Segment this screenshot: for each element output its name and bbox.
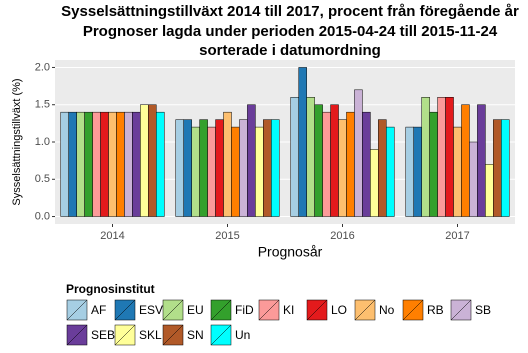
bar [132,111,141,217]
bar [306,97,315,217]
bar [322,111,331,217]
x-tick-label: 2016 [330,230,354,242]
y-tick-label: 0.0 [35,210,50,222]
legend-swatch-slash [402,299,424,321]
legend-label: AF [91,303,106,317]
bar [485,164,494,217]
x-axis-label: Prognosår [258,244,323,260]
legend-swatch-slash [210,324,232,346]
legend-swatch-slash [354,299,376,321]
y-tick-label: 1.0 [35,136,50,148]
bar [175,119,184,217]
bar [247,104,256,217]
bar [429,111,438,217]
legend-swatch-slash [162,324,184,346]
bar [453,126,462,217]
bar [108,111,117,217]
bar [314,104,323,217]
bar [330,104,339,217]
legend-swatch-slash [306,299,328,321]
bar [271,119,280,217]
bar [386,126,395,217]
legend-swatch-slash [210,299,232,321]
legend-label: LO [331,303,347,317]
bar [362,111,371,217]
bar [156,111,165,217]
legend-label: RB [427,303,444,317]
legend-label: No [379,303,395,317]
bar [378,119,387,217]
bar [76,111,85,217]
legend-label: ESV [139,303,163,317]
bar [183,119,192,217]
legend-label: Un [235,328,250,342]
x-tick-label: 2014 [100,230,124,242]
bar [501,119,510,217]
bar [207,126,216,217]
legend-swatch-slash [258,299,280,321]
y-tick-label: 1.5 [35,99,50,111]
bar [191,126,200,217]
legend-label: SKL [139,328,162,342]
chart-title: Sysselsättningstillväxt 2014 till 2017, … [61,3,519,20]
bar [215,119,224,217]
legend-swatch-slash [114,299,136,321]
bar [469,141,478,217]
bar [477,104,486,217]
legend-swatch-slash [66,324,88,346]
bar [493,119,502,217]
bar [223,111,232,217]
y-tick-label: 0.5 [35,173,50,185]
bar [255,126,264,217]
legend-swatch-slash [66,299,88,321]
bar [231,126,240,217]
x-tick-label: 2015 [215,230,239,242]
bar [124,111,133,217]
bar [116,111,125,217]
bar [100,111,109,217]
bar [445,97,454,217]
chart-title: sorterade i datumordning [199,42,381,59]
legend-title: Prognosinstitut [66,282,155,296]
bar [437,97,446,217]
bar [140,104,149,217]
bar [290,97,299,217]
legend-label: EU [187,303,204,317]
bar [92,111,101,217]
bar [405,126,414,217]
bar [60,111,69,217]
bar [346,111,355,217]
bar [421,97,430,217]
legend-label: FiD [235,303,254,317]
bar [338,119,347,217]
legend-swatch-slash [162,299,184,321]
x-tick-label: 2017 [445,230,469,242]
bar [461,104,470,217]
legend-label: KI [283,303,294,317]
bar [199,119,208,217]
bar [370,149,379,217]
bar [148,104,157,217]
legend-swatch-slash [114,324,136,346]
y-axis-label: Sysselsättningstillväxt (%) [11,78,23,205]
legend-label: SEB [91,328,115,342]
bar [68,111,77,217]
legend-label: SB [475,303,491,317]
bar [298,67,307,217]
bar [84,111,93,217]
bar [239,119,248,217]
bar [263,119,272,217]
y-tick-label: 2.0 [35,61,50,73]
bar [354,89,363,217]
chart-title: Prognoser lagda under perioden 2015-04-2… [83,23,498,40]
legend-label: SN [187,328,204,342]
legend-swatch-slash [450,299,472,321]
bar [413,126,422,217]
